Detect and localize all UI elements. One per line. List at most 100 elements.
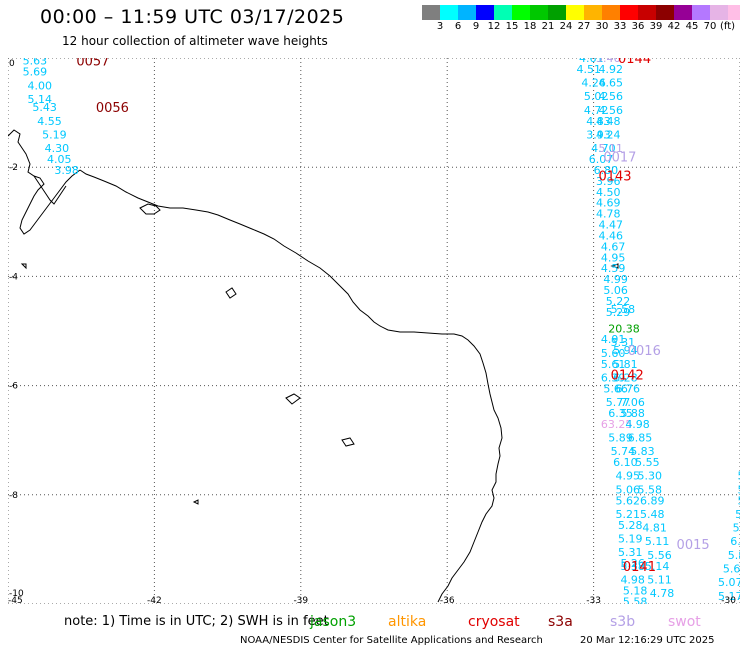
swh-value: 4.99	[603, 273, 628, 286]
swh-value: 5.8	[733, 522, 740, 535]
color-scale-unit: (ft)	[720, 21, 736, 32]
swh-value: 63.25	[601, 418, 633, 431]
satellite-legend-jason3: jason3	[310, 614, 357, 630]
footer-timestamp: 20 Mar 12:16:29 UTC 2025	[580, 635, 715, 646]
swh-value: 5.89	[608, 431, 633, 444]
y-tick-label: -4	[9, 272, 18, 282]
swh-value: 6.07	[589, 153, 614, 166]
swh-value: 4.95	[601, 251, 626, 264]
color-scale-swatch	[656, 5, 674, 20]
color-scale-swatch	[674, 5, 692, 20]
swh-value: 5.06	[616, 483, 641, 496]
swh-value: 7.06	[620, 396, 645, 409]
swh-value: 6.39	[601, 371, 626, 384]
footer-note: note: 1) Time is in UTC; 2) SWH is in fe…	[64, 614, 329, 629]
swh-value: 5.77	[606, 396, 631, 409]
swh-value: 4.51	[577, 63, 602, 76]
color-scale-swatch	[512, 5, 530, 20]
swh-value: 3.93	[586, 128, 611, 141]
map-grid	[8, 58, 740, 604]
swh-value: 5.22	[606, 295, 631, 308]
track-time-label: 0057	[76, 58, 109, 70]
swh-value: 5.06	[603, 284, 628, 297]
island-marajo	[139, 203, 161, 215]
swh-value: 4.70	[591, 142, 616, 155]
color-scale-label: 45	[685, 21, 699, 32]
color-scale-label: 27	[577, 21, 591, 32]
swh-value: 5.38	[620, 560, 645, 573]
color-scale-label: 12	[487, 21, 501, 32]
swh-value: 6.85	[628, 431, 653, 444]
swh-value: 4.56	[598, 104, 623, 117]
x-tick-label: -45	[8, 596, 23, 604]
swh-value: 5.28	[618, 519, 643, 532]
swh-value: 5.58	[611, 303, 636, 316]
track-time-label: 0017	[603, 150, 636, 165]
footer-credit: NOAA/NESDIS Center for Satellite Applica…	[240, 635, 543, 646]
swh-value: 4.50	[596, 186, 621, 199]
color-scale-label: 36	[631, 21, 645, 32]
swh-value: 5.19	[42, 128, 67, 141]
swh-value: 4.61	[579, 58, 604, 65]
page-title: 00:00 – 11:59 UTC 03/17/2025	[40, 6, 345, 28]
swh-value: 4.78	[650, 587, 675, 600]
swh-value: 4.00	[28, 79, 53, 92]
swh-value: 4.05	[47, 153, 72, 166]
swh-value: 5.	[738, 483, 740, 496]
x-tick-label: -42	[147, 596, 162, 604]
swh-value: 5.69	[23, 66, 48, 79]
color-scale-swatch	[458, 5, 476, 20]
color-scale-swatch	[422, 5, 440, 20]
color-scale-label: 33	[613, 21, 627, 32]
swh-value: 5.46	[596, 58, 621, 65]
swh-value: 5.58	[638, 483, 663, 496]
page-subtitle: 12 hour collection of altimeter wave hei…	[62, 34, 328, 48]
swh-value: 5.81	[613, 358, 638, 371]
swh-value: 5.60	[601, 347, 626, 360]
color-scale-swatch	[620, 5, 638, 20]
x-tick-label: -33	[586, 596, 601, 604]
swh-value: 5.30	[638, 470, 663, 483]
satellite-legend-altika: altika	[388, 614, 427, 630]
color-scale-swatch	[440, 5, 458, 20]
swh-value: 4.56	[598, 90, 623, 103]
swh-value: 5.66	[603, 382, 628, 395]
swh-value: 4.24	[596, 128, 621, 141]
swh-value: 5.18	[623, 584, 648, 597]
color-scale-label: 21	[541, 21, 555, 32]
track-time-label: 0016	[628, 344, 661, 359]
track-time-label: 0141	[623, 560, 656, 575]
satellite-legend-s3a: s3a	[548, 614, 573, 630]
wave-height-map: 5.635.694.005.145.434.555.194.304.053.98…	[8, 58, 740, 604]
color-scale-label: 3	[436, 21, 444, 32]
swh-value: 4.65	[598, 77, 623, 90]
color-scale-swatch	[530, 5, 548, 20]
swh-value: 5.26	[620, 557, 645, 570]
color-scale-swatch	[602, 5, 620, 20]
color-scale-label: 42	[667, 21, 681, 32]
swh-value: 20.38	[608, 322, 640, 335]
color-scale-label: 18	[523, 21, 537, 32]
swh-value: 4.55	[37, 115, 62, 128]
islet-5	[20, 263, 27, 270]
swh-observations: 5.635.694.005.145.434.555.194.304.053.98…	[23, 58, 740, 604]
swh-value: 5.88	[620, 407, 645, 420]
swh-value: 5.48	[640, 508, 665, 521]
coastline-northwest	[8, 129, 81, 235]
swh-value: 5.74	[611, 445, 636, 458]
y-tick-label: -10	[9, 589, 24, 599]
swh-value: 5.83	[630, 445, 655, 458]
swh-value: 5.94	[613, 344, 638, 357]
y-tick-label: 0	[9, 59, 15, 69]
y-tick-label: -2	[9, 163, 18, 173]
swh-value: 4.59	[601, 262, 626, 275]
satellite-legend-swot: swot	[668, 614, 701, 630]
color-scale-swatch	[638, 5, 656, 20]
swh-value: 5.11	[598, 142, 623, 155]
swh-value: 5.62	[723, 563, 740, 576]
satellite-legend-s3b: s3b	[610, 614, 636, 630]
track-time-label: 0015	[677, 538, 710, 553]
color-scale-label: 70	[703, 21, 717, 32]
swh-value: 5.21	[616, 508, 641, 521]
islet-6	[610, 263, 619, 269]
